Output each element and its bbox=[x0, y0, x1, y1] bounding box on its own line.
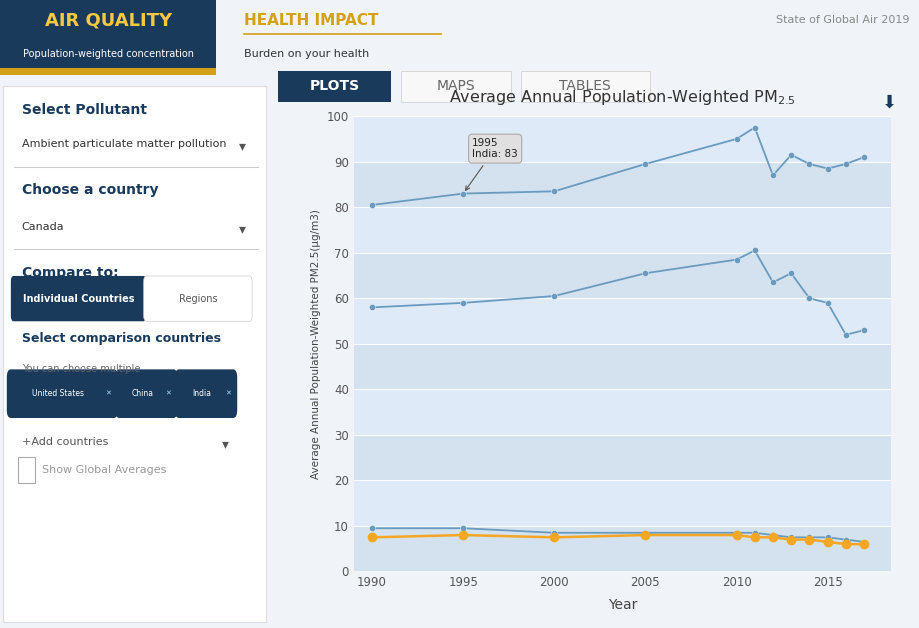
Bar bbox=[354, 298, 891, 344]
Text: HEALTH IMPACT: HEALTH IMPACT bbox=[244, 13, 378, 28]
Bar bbox=[354, 207, 891, 253]
Text: State of Global Air 2019: State of Global Air 2019 bbox=[777, 15, 910, 25]
Bar bbox=[354, 480, 891, 526]
Text: Individual Countries: Individual Countries bbox=[23, 294, 134, 303]
Text: Canada: Canada bbox=[22, 222, 64, 232]
Bar bbox=[354, 252, 891, 298]
Title: Average Annual Population-Weighted PM$_{2.5}$: Average Annual Population-Weighted PM$_{… bbox=[449, 89, 796, 107]
Bar bbox=[354, 389, 891, 435]
FancyBboxPatch shape bbox=[0, 0, 216, 75]
Text: You can choose multiple: You can choose multiple bbox=[22, 364, 140, 374]
FancyBboxPatch shape bbox=[143, 276, 252, 322]
FancyBboxPatch shape bbox=[401, 72, 511, 102]
Text: Burden on your health: Burden on your health bbox=[244, 49, 369, 59]
Text: 1995
India: 83: 1995 India: 83 bbox=[466, 138, 518, 190]
Text: Show Global Averages: Show Global Averages bbox=[42, 465, 166, 475]
Bar bbox=[354, 526, 891, 571]
Y-axis label: Average Annual Population-Weighted PM2.5(μg/m3): Average Annual Population-Weighted PM2.5… bbox=[312, 209, 321, 479]
Bar bbox=[354, 162, 891, 207]
Text: ▾: ▾ bbox=[239, 222, 245, 236]
FancyBboxPatch shape bbox=[175, 369, 237, 418]
FancyBboxPatch shape bbox=[520, 72, 650, 102]
FancyBboxPatch shape bbox=[6, 369, 118, 418]
FancyBboxPatch shape bbox=[278, 72, 391, 102]
X-axis label: Year: Year bbox=[608, 598, 637, 612]
Bar bbox=[354, 116, 891, 162]
FancyBboxPatch shape bbox=[0, 68, 216, 75]
FancyBboxPatch shape bbox=[3, 87, 266, 622]
Text: ⬇: ⬇ bbox=[881, 94, 897, 112]
FancyBboxPatch shape bbox=[11, 276, 146, 322]
Text: Select Pollutant: Select Pollutant bbox=[22, 103, 147, 117]
Text: Select comparison countries: Select comparison countries bbox=[22, 332, 221, 345]
Text: ✕: ✕ bbox=[225, 391, 231, 397]
Text: PLOTS: PLOTS bbox=[310, 78, 359, 93]
FancyBboxPatch shape bbox=[18, 457, 35, 483]
Text: TABLES: TABLES bbox=[560, 78, 611, 93]
Text: ✕: ✕ bbox=[106, 391, 111, 397]
Text: ▾: ▾ bbox=[222, 437, 230, 452]
Text: United States: United States bbox=[32, 389, 85, 398]
FancyBboxPatch shape bbox=[115, 369, 177, 418]
Text: China: China bbox=[131, 389, 153, 398]
Text: +Add countries: +Add countries bbox=[22, 437, 108, 447]
Text: Ambient particulate matter pollution: Ambient particulate matter pollution bbox=[22, 139, 226, 149]
Bar bbox=[354, 344, 891, 389]
Text: MAPS: MAPS bbox=[437, 78, 475, 93]
Text: ✕: ✕ bbox=[165, 391, 171, 397]
Text: Compare to:: Compare to: bbox=[22, 266, 119, 280]
Text: India: India bbox=[192, 389, 211, 398]
Bar bbox=[354, 435, 891, 480]
Text: Regions: Regions bbox=[178, 294, 217, 303]
Text: AIR QUALITY: AIR QUALITY bbox=[45, 11, 172, 30]
Text: ▾: ▾ bbox=[239, 139, 245, 153]
Text: Population-weighted concentration: Population-weighted concentration bbox=[23, 49, 194, 59]
Text: Choose a country: Choose a country bbox=[22, 183, 158, 197]
